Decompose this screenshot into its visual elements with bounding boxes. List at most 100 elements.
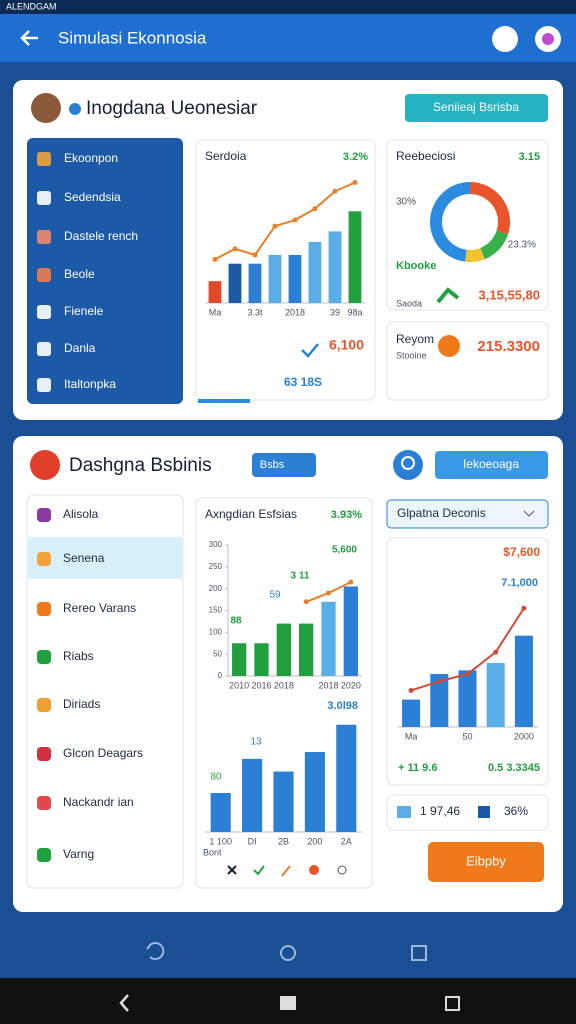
chevron (523, 510, 535, 517)
list-item[interactable]: Glcon Deagars (63, 746, 143, 760)
donut-panel (386, 139, 549, 311)
donut-slice (480, 230, 509, 260)
note: 0.5 3.3345 (488, 762, 540, 774)
chart-subtitle: 3.0l98 (327, 700, 358, 712)
icon (227, 865, 237, 875)
icon (337, 865, 347, 875)
note: Saoda (396, 298, 422, 308)
list-item[interactable]: Senena (63, 551, 105, 565)
chart-panel (386, 537, 549, 786)
bar (273, 771, 294, 832)
primary-button[interactable] (435, 451, 548, 479)
summary-row (386, 794, 549, 831)
x-tick-label: 98a (347, 307, 362, 317)
icon (253, 865, 265, 876)
sys-home[interactable] (280, 996, 296, 1010)
bar (458, 670, 477, 727)
badge-icon (69, 103, 81, 115)
menu-item[interactable]: Sedendsia (64, 190, 121, 204)
menu-item[interactable]: Fienele (64, 304, 104, 318)
icon (478, 806, 490, 818)
primary-button[interactable] (405, 94, 548, 122)
note: 30% (396, 197, 416, 208)
list-item[interactable]: Nackandr ian (63, 795, 134, 809)
profile-button[interactable] (492, 26, 518, 52)
menu-item[interactable]: Danla (64, 341, 96, 355)
search-icon (401, 456, 415, 470)
chart-panel (195, 497, 373, 889)
bar (276, 623, 291, 676)
back-button[interactable] (20, 30, 38, 46)
dropdown[interactable] (386, 499, 549, 529)
bar (242, 758, 263, 832)
bar (402, 699, 421, 727)
button-label: Iekoeoaga (463, 457, 519, 471)
search-button[interactable] (393, 450, 423, 480)
bar (268, 254, 282, 303)
nav-back[interactable] (146, 942, 165, 960)
sys-recent[interactable] (445, 996, 460, 1011)
note: 3,15,55,80 (479, 287, 540, 302)
x-tick-label: Ma (405, 731, 418, 741)
stat-sub: Stooine (396, 350, 427, 360)
y-tick-label: 100 (209, 627, 223, 636)
icon (309, 865, 319, 875)
nav-recent[interactable] (411, 945, 427, 961)
menu-group: Ekoonpon Sedendsia Dastele rench Beole Fiene… (37, 151, 138, 392)
list-icon (37, 747, 51, 761)
menu-icon (37, 342, 51, 356)
selected-row (28, 537, 182, 579)
bar (486, 663, 505, 727)
note: 23.3% (508, 240, 536, 251)
stat-label: Reyom (396, 332, 434, 346)
list-item[interactable]: Varng (63, 847, 94, 861)
x-tick-label: 2018 (274, 680, 294, 690)
x-tick-label: DI (248, 836, 257, 846)
note: 1 97,46 (420, 804, 460, 818)
menu-icon (37, 230, 51, 244)
chart-title: $7,600 (503, 545, 540, 559)
list-icon (37, 650, 51, 664)
menu-icon (37, 152, 51, 166)
action-button[interactable] (428, 842, 544, 882)
charts: Ma 3.3t 2018 39 98a Serdoia 3.2% Reebeciosi 3.15… (205, 149, 540, 846)
trend-icon (436, 287, 460, 304)
y-tick-label: 250 (209, 562, 223, 571)
list-item[interactable]: Rereo Varans (63, 601, 136, 615)
donut-slice (464, 248, 485, 262)
note: 63 18S (284, 375, 322, 389)
x-tick-label: 2018 (285, 307, 305, 317)
status-text: ALENDGAM (6, 1, 57, 11)
list-item[interactable]: Alisola (63, 507, 99, 521)
progress (198, 399, 250, 403)
chart-title: Serdoia (205, 149, 247, 163)
badge (252, 453, 316, 477)
line (410, 607, 525, 692)
x-tick-label: 3.3t (247, 307, 263, 317)
note: 13 (250, 737, 262, 748)
bar (343, 586, 358, 676)
x-tick-label: 50 (462, 731, 472, 741)
chart-subtitle: 3.15 (519, 151, 540, 163)
logo (30, 450, 60, 480)
sys-back[interactable] (119, 994, 129, 1012)
menu-item[interactable]: Ekoonpon (64, 151, 118, 165)
bar (299, 623, 314, 676)
menu-item[interactable]: Beole (64, 267, 95, 281)
list-icon (37, 796, 51, 810)
note: Kbooke (396, 260, 436, 272)
list-group: Alisola Senena Rereo Varans Riabs Diriads Glc… (37, 507, 143, 862)
menu-item[interactable]: Italtonpka (64, 377, 116, 391)
y-tick-label: 300 (209, 540, 223, 549)
list-item[interactable]: Riabs (63, 649, 94, 663)
card-title: Inogdana Ueonesiar (86, 98, 258, 119)
bar (321, 601, 336, 676)
nav-search[interactable] (280, 945, 296, 961)
note: 59 (269, 590, 281, 601)
x-tick-label: 2018 (318, 680, 338, 690)
menu-item[interactable]: Dastele rench (64, 229, 138, 243)
button-label: Seniieaj Bsrisba (433, 100, 519, 114)
note: 88 (230, 616, 242, 627)
list-item[interactable]: Diriads (63, 697, 100, 711)
bar (304, 752, 325, 832)
